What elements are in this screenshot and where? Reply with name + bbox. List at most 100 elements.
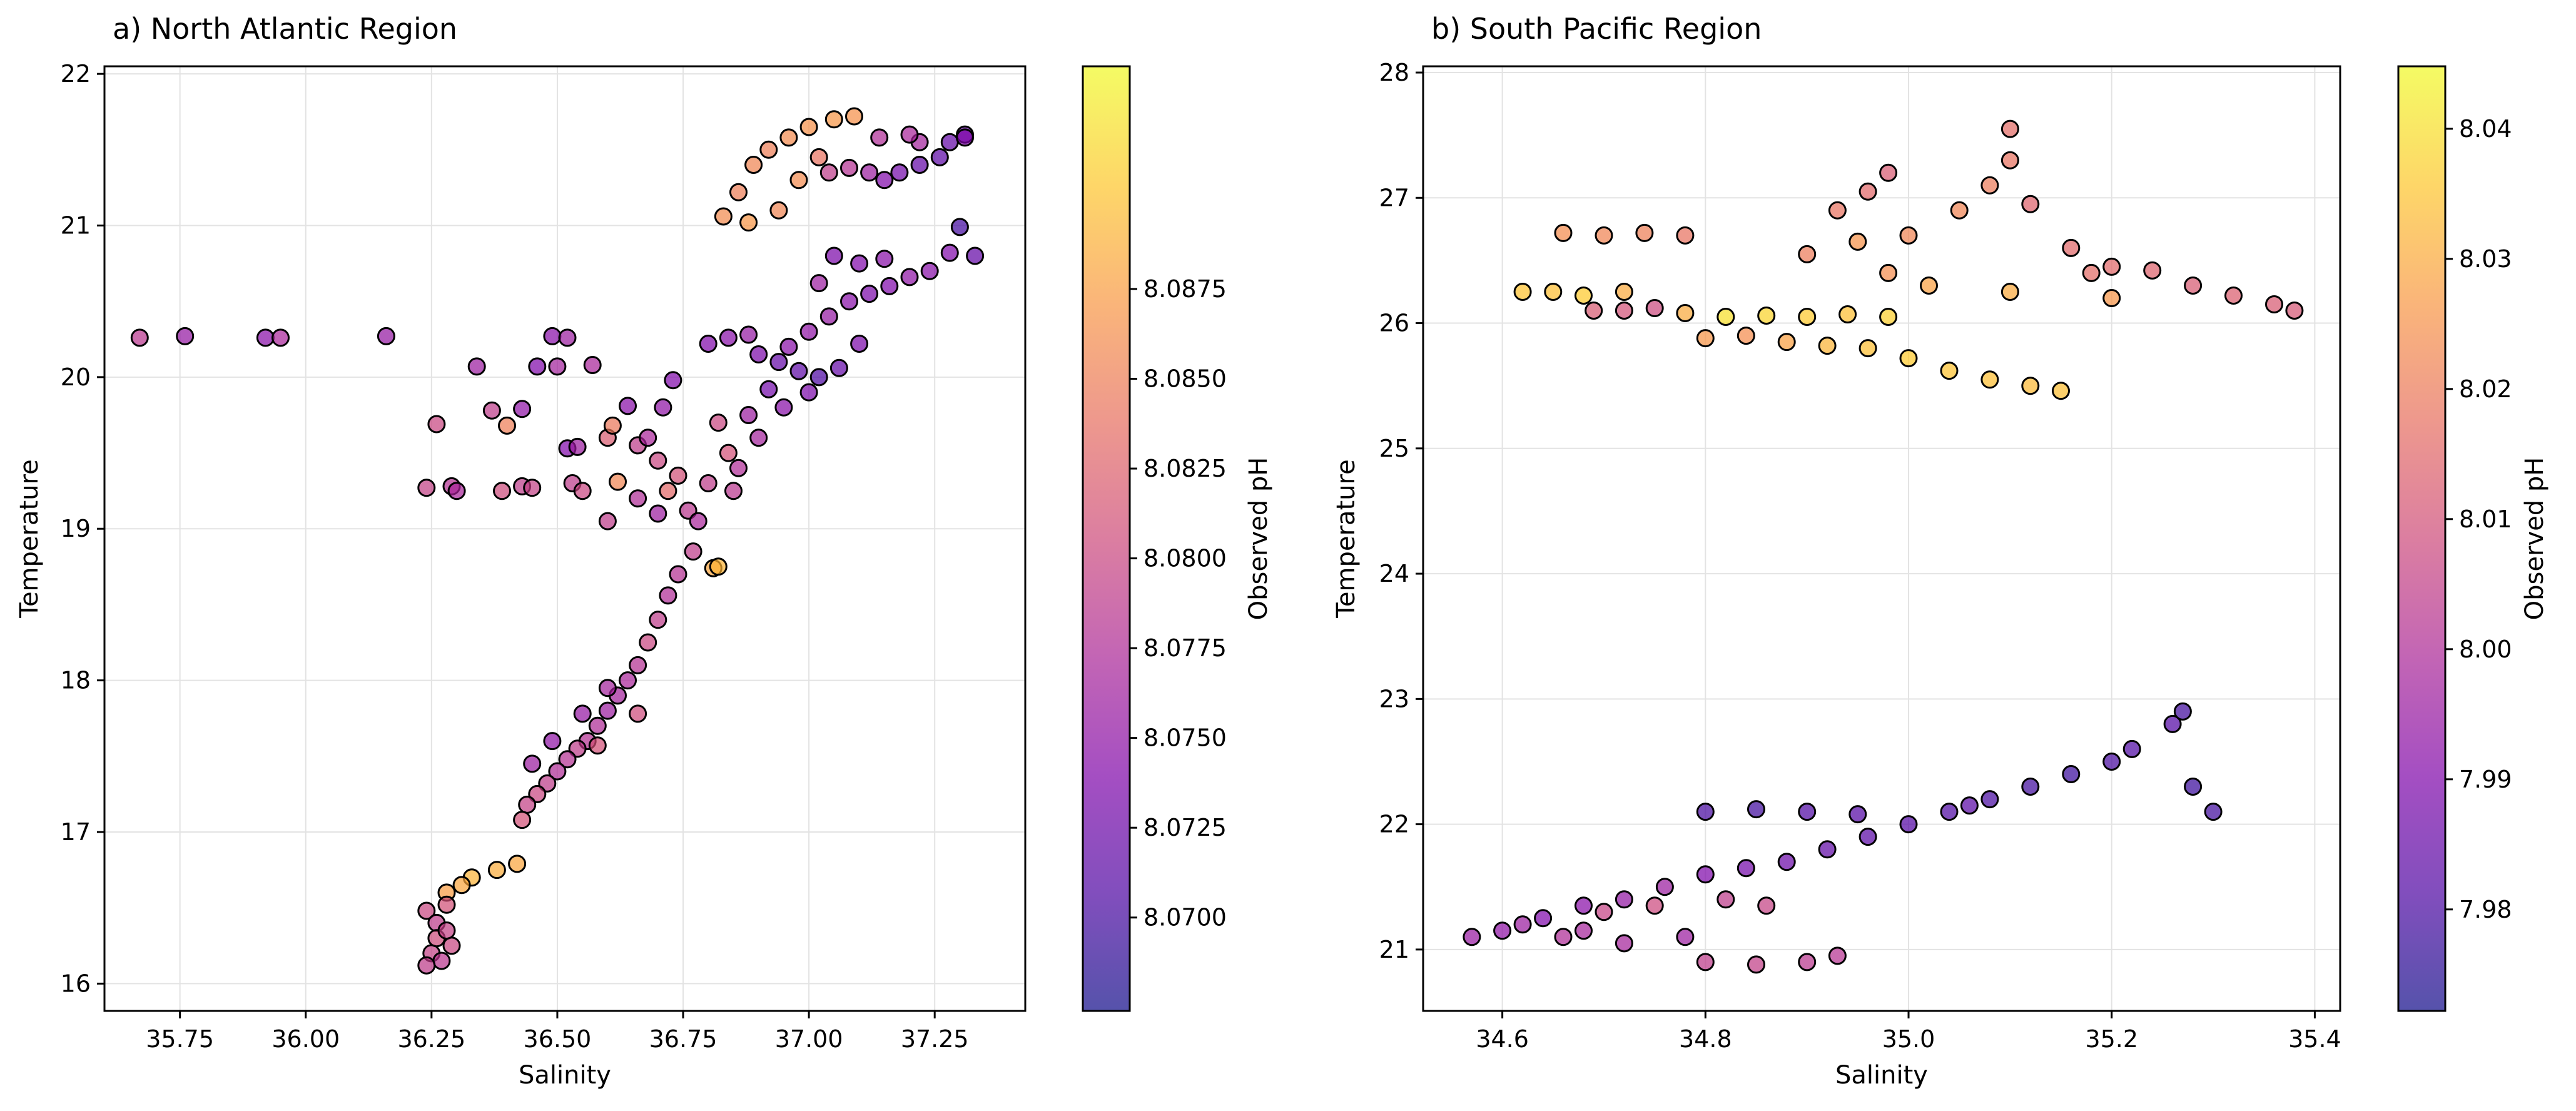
y-tick-label: 28 xyxy=(1379,59,1409,86)
data-point xyxy=(930,148,949,166)
data-point xyxy=(649,611,667,629)
x-tick-label: 35.0 xyxy=(1882,1025,1935,1053)
colorbar-tick-label: 8.01 xyxy=(2459,505,2512,533)
y-tick-label: 22 xyxy=(61,60,91,88)
data-point xyxy=(769,201,788,220)
data-point xyxy=(719,444,738,462)
data-point xyxy=(2204,803,2223,821)
x-axis-ticks: 34.6 34.8 35.0 35.2 35.4 xyxy=(1476,1011,2341,1053)
data-point xyxy=(1595,903,1613,921)
x-tick-label: 35.2 xyxy=(2085,1025,2138,1053)
data-point xyxy=(427,415,446,434)
colorbar-tick-label: 8.02 xyxy=(2459,375,2512,403)
data-point xyxy=(543,327,562,345)
data-point xyxy=(2062,238,2081,257)
data-point xyxy=(850,254,869,273)
data-point xyxy=(739,325,758,344)
data-point xyxy=(1960,796,1979,815)
data-point xyxy=(417,901,436,920)
data-point xyxy=(890,163,909,182)
data-point xyxy=(1645,896,1664,915)
data-point xyxy=(629,489,647,508)
data-point xyxy=(432,951,451,970)
y-tick-label: 20 xyxy=(61,363,91,391)
data-point xyxy=(619,397,637,415)
data-point xyxy=(1798,803,1817,821)
data-point xyxy=(1858,339,1877,358)
data-point xyxy=(558,750,577,769)
data-point xyxy=(809,148,828,166)
data-point xyxy=(709,557,728,576)
data-point xyxy=(1635,223,1654,242)
data-point xyxy=(819,163,838,182)
data-point xyxy=(2082,263,2101,282)
data-point xyxy=(1513,915,1532,934)
data-point xyxy=(739,406,758,424)
data-point xyxy=(493,482,511,500)
data-point xyxy=(437,921,456,940)
colorbar-tick-label: 8.0825 xyxy=(1143,455,1227,482)
data-point xyxy=(417,479,436,497)
data-point xyxy=(1716,308,1735,326)
data-point xyxy=(603,416,622,435)
data-point xyxy=(824,246,843,265)
data-point xyxy=(824,110,843,129)
x-tick-label: 35.4 xyxy=(2288,1025,2341,1053)
colorbar-ticks: 7.98 7.99 8.00 8.01 8.02 8.03 8.04 xyxy=(2445,115,2512,923)
chart-title: a) North Atlantic Region xyxy=(113,12,457,46)
data-point xyxy=(940,243,959,262)
y-tick-label: 22 xyxy=(1379,811,1409,838)
y-tick-label: 27 xyxy=(1379,184,1409,211)
data-point xyxy=(1980,176,1999,195)
data-point xyxy=(1595,226,1613,245)
data-point xyxy=(684,542,702,561)
data-point xyxy=(699,474,718,492)
data-point xyxy=(729,459,748,477)
colorbar-tick-label: 7.98 xyxy=(2459,896,2512,923)
data-point xyxy=(442,936,461,955)
data-point xyxy=(568,437,587,456)
y-tick-label: 16 xyxy=(61,970,91,997)
data-point xyxy=(1554,928,1573,946)
data-point xyxy=(774,398,793,417)
data-point xyxy=(1828,946,1847,965)
data-point xyxy=(1940,362,1959,380)
data-point xyxy=(1828,201,1847,220)
data-point xyxy=(1463,928,1481,946)
scatter-points xyxy=(130,107,985,975)
data-point xyxy=(2184,276,2203,295)
data-point xyxy=(271,328,290,347)
y-tick-label: 23 xyxy=(1379,685,1409,713)
data-point xyxy=(1980,370,1999,389)
grid xyxy=(1423,66,2340,1011)
data-point xyxy=(1798,245,1817,263)
panel-north-atlantic: a) North Atlantic Region 35.75 36.00 36.25… xyxy=(15,12,1273,1090)
y-tick-label: 26 xyxy=(1379,310,1409,337)
data-point xyxy=(744,156,763,174)
data-point xyxy=(1757,896,1776,915)
data-point xyxy=(598,512,617,530)
colorbar-label: Observed pH xyxy=(1244,457,1273,621)
data-point xyxy=(956,128,974,147)
colorbar-tick-label: 8.0775 xyxy=(1143,634,1227,662)
data-point xyxy=(1757,307,1776,325)
data-point xyxy=(583,356,602,374)
data-point xyxy=(1534,909,1553,928)
data-point xyxy=(809,368,828,387)
y-tick-label: 17 xyxy=(61,818,91,846)
data-point xyxy=(1513,283,1532,301)
data-point xyxy=(2102,257,2121,276)
data-point xyxy=(513,400,532,419)
data-point xyxy=(966,246,985,265)
data-point xyxy=(256,328,275,347)
data-point xyxy=(860,163,879,182)
x-tick-label: 37.25 xyxy=(901,1025,969,1053)
data-point xyxy=(2102,753,2121,771)
data-point xyxy=(2000,119,2019,138)
data-point xyxy=(900,268,919,287)
data-point xyxy=(1575,287,1593,305)
x-tick-label: 37.00 xyxy=(775,1025,843,1053)
data-point xyxy=(880,276,899,295)
colorbar-ticks: 8.0700 8.0725 8.0750 8.0775 8.0800 8.0825 8.08… xyxy=(1130,275,1227,931)
plot-frame xyxy=(103,65,1027,1012)
